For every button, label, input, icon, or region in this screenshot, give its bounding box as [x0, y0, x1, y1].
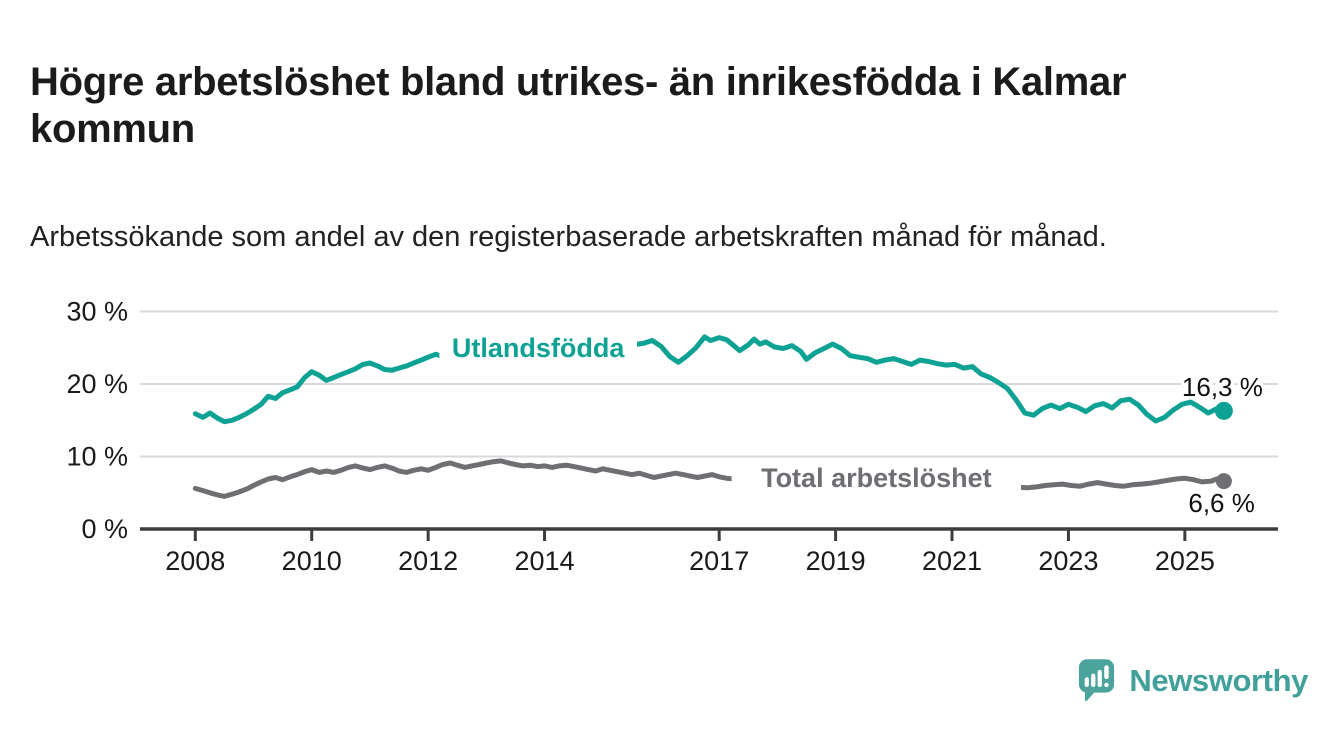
- newsworthy-logo[interactable]: Newsworthy: [1078, 656, 1308, 706]
- series-end-label-0: 16,3 %: [1182, 372, 1263, 402]
- series-label-plate-0: [439, 330, 637, 365]
- y-tick-label-20: 20 %: [66, 369, 128, 399]
- x-tick-label-2021: 2021: [922, 546, 982, 576]
- series-label-0: Utlandsfödda: [452, 333, 625, 363]
- series-end-dot-1: [1215, 473, 1232, 490]
- x-tick-label-2023: 2023: [1038, 546, 1098, 576]
- x-tick-label-2025: 2025: [1155, 546, 1215, 576]
- x-tick-label-2008: 2008: [165, 546, 225, 576]
- x-tick-label-2010: 2010: [282, 546, 342, 576]
- series-line-1: [192, 458, 1227, 499]
- newsworthy-wordmark: Newsworthy: [1129, 663, 1308, 698]
- y-tick-label-30: 30 %: [66, 297, 128, 327]
- series-end-dot-0: [1214, 401, 1233, 420]
- x-tick-label-2014: 2014: [515, 546, 575, 576]
- y-tick-label-0: 0 %: [81, 514, 128, 544]
- series-end-label-1: 6,6 %: [1188, 488, 1255, 518]
- newsworthy-bubble-chart-icon: [1078, 658, 1115, 704]
- unemployment-line-chart: 2008 2010 2012 2014 2017 2019 2021 2023 2025 0 % 1…: [66, 297, 1278, 576]
- series-line-0: [192, 334, 1227, 425]
- x-tick-label-2019: 2019: [806, 546, 866, 576]
- series-label-plate-1: [731, 460, 1022, 495]
- x-tick-label-2017: 2017: [689, 546, 749, 576]
- series-label-1: Total arbetslöshet: [761, 463, 992, 493]
- y-tick-label-10: 10 %: [66, 442, 128, 472]
- x-tick-label-2012: 2012: [398, 546, 458, 576]
- page-title: Högre arbetslöshet bland utrikes- än inr…: [30, 59, 1127, 151]
- page-subtitle: Arbetssökande som andel av den registerb…: [30, 221, 1107, 253]
